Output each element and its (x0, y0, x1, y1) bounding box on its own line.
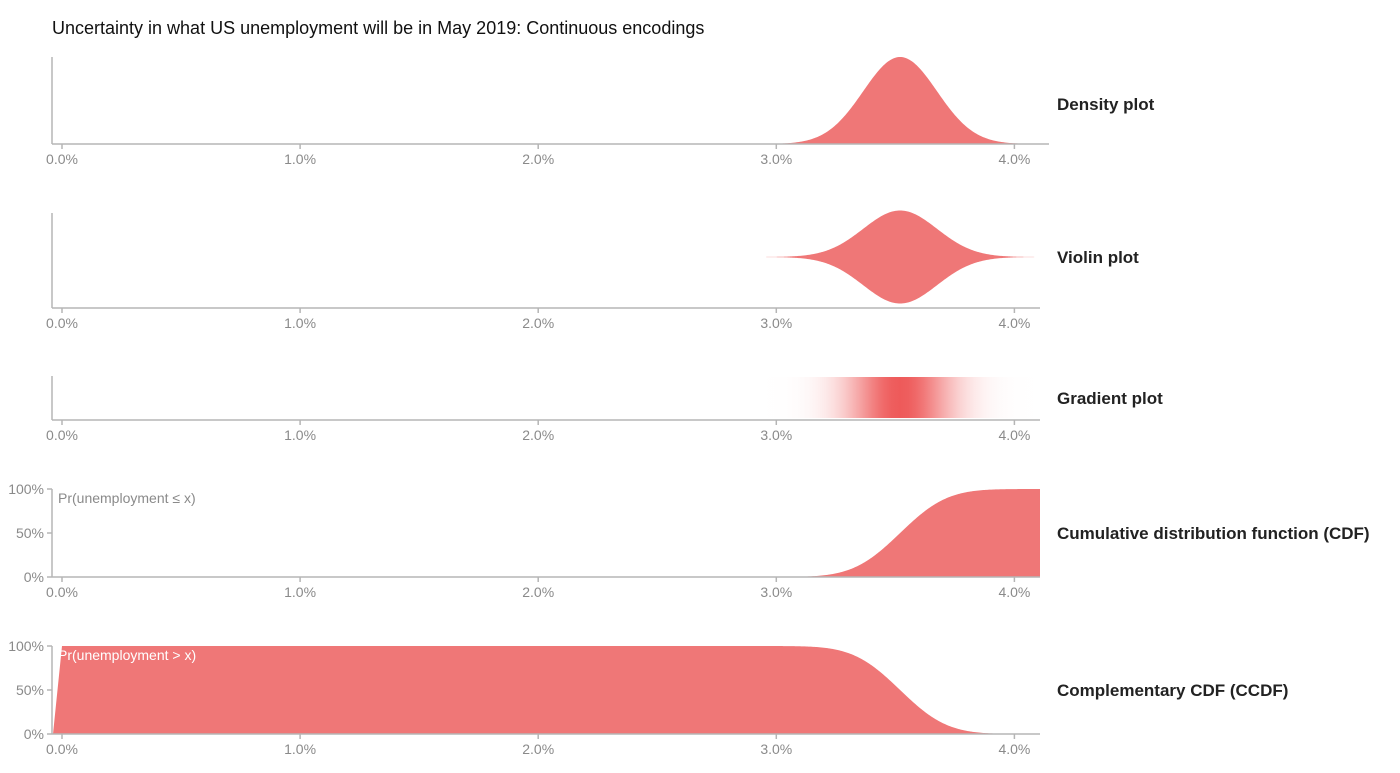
x-tick-label: 2.0% (522, 315, 554, 331)
x-tick-label: 4.0% (998, 151, 1030, 167)
panel-density: 0.0% 1.0% 2.0% 3.0% 4.0% Density plot (46, 57, 1155, 167)
x-tick-label: 0.0% (46, 584, 78, 600)
x-tick-label: 0.0% (46, 151, 78, 167)
x-tick-label: 2.0% (522, 584, 554, 600)
ccdf-area (53, 646, 1040, 734)
x-tick-label: 2.0% (522, 427, 554, 443)
chart-title: Uncertainty in what US unemployment will… (52, 18, 705, 38)
violin-area (62, 210, 1040, 304)
x-tick-label: 1.0% (284, 151, 316, 167)
panel-label: Complementary CDF (CCDF) (1057, 681, 1288, 700)
x-tick-label: 3.0% (760, 151, 792, 167)
y-tick-label: 50% (16, 682, 44, 698)
x-tick-label: 4.0% (998, 741, 1030, 757)
x-tick-label: 2.0% (522, 741, 554, 757)
x-tick-label: 3.0% (760, 315, 792, 331)
x-tick-label: 1.0% (284, 584, 316, 600)
panel-ccdf: 0% 50% 100% Pr(unemployment > x) 0.0% 1.0% 2.0… (8, 638, 1288, 757)
panel-label: Density plot (1057, 95, 1155, 114)
gradient-band (734, 377, 1067, 418)
x-tick-label: 4.0% (998, 427, 1030, 443)
chart-panels: 0.0% 1.0% 2.0% 3.0% 4.0% Density plot 0.0% 1.0%… (8, 57, 1370, 757)
y-tick-label: 50% (16, 525, 44, 541)
panel-label: Violin plot (1057, 248, 1139, 267)
x-tick-label: 3.0% (760, 427, 792, 443)
x-tick-label: 3.0% (760, 584, 792, 600)
x-tick-label: 1.0% (284, 315, 316, 331)
panel-label: Gradient plot (1057, 389, 1163, 408)
y-axis-label: Pr(unemployment > x) (58, 647, 196, 663)
panel-gradient: 0.0% 1.0% 2.0% 3.0% 4.0% Gradient plot (46, 376, 1163, 443)
x-tick-label: 0.0% (46, 427, 78, 443)
y-tick-label: 0% (24, 569, 44, 585)
panel-violin: 0.0% 1.0% 2.0% 3.0% 4.0% Violin plot (46, 210, 1139, 331)
y-axis-label: Pr(unemployment ≤ x) (58, 490, 196, 506)
x-tick-label: 4.0% (998, 315, 1030, 331)
y-tick-label: 100% (8, 638, 44, 654)
x-tick-label: 3.0% (760, 741, 792, 757)
x-tick-label: 2.0% (522, 151, 554, 167)
panel-label: Cumulative distribution function (CDF) (1057, 524, 1370, 543)
x-tick-label: 1.0% (284, 427, 316, 443)
x-tick-label: 1.0% (284, 741, 316, 757)
x-tick-label: 0.0% (46, 315, 78, 331)
density-area (52, 57, 1040, 144)
panel-cdf: 0% 50% 100% Pr(unemployment ≤ x) 0.0% 1.0% 2.0… (8, 481, 1369, 600)
y-tick-label: 0% (24, 726, 44, 742)
x-tick-label: 0.0% (46, 741, 78, 757)
cdf-area (53, 489, 1040, 577)
y-tick-label: 100% (8, 481, 44, 497)
x-tick-label: 4.0% (998, 584, 1030, 600)
